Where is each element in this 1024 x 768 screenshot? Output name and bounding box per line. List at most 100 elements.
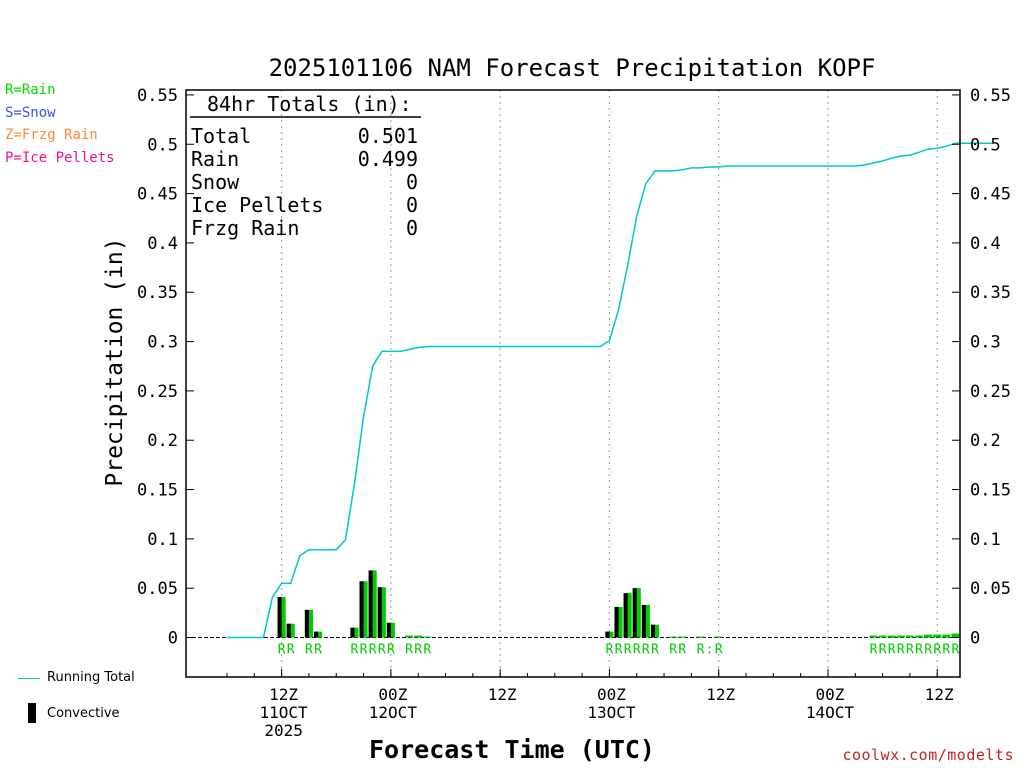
ptype-label: R — [669, 643, 677, 658]
running-total-legend-label: Running Total — [47, 670, 135, 685]
x-tick-label: 12OCT — [369, 703, 418, 722]
ptype-label: R — [879, 643, 887, 658]
totals-row-value: 0 — [406, 193, 418, 217]
legend-rain: R=Rain — [5, 82, 56, 98]
rain-bar — [405, 635, 414, 638]
rain-bar — [678, 636, 687, 638]
totals-row-value: 0.501 — [358, 124, 418, 148]
rain-bar — [942, 634, 951, 638]
rain-bar — [423, 636, 432, 638]
totals-row-value: 0.499 — [358, 147, 418, 171]
ptype-label: R — [870, 643, 878, 658]
rain-bar — [914, 635, 924, 638]
x-tick-label: 12Z — [269, 685, 298, 704]
ptype-label: R — [414, 643, 422, 658]
ptype-label: R — [906, 643, 914, 658]
x-tick-label: 2025 — [264, 721, 303, 740]
x-tick-label: 00Z — [378, 685, 407, 704]
y-tick-label-right: 0.5 — [970, 135, 1001, 155]
convective-bar — [377, 587, 382, 638]
plot-frame — [185, 89, 961, 678]
legend-snow: S=Snow — [5, 105, 56, 121]
ptype-label: R — [287, 643, 295, 658]
y-tick-label-left: 0.35 — [137, 283, 178, 303]
totals-row-value: 0 — [406, 170, 418, 194]
rain-bar — [714, 636, 723, 638]
grid-layer — [186, 90, 960, 677]
rain-bar — [414, 635, 423, 638]
rain-bar — [696, 636, 705, 638]
x-tick-label: 00Z — [597, 685, 626, 704]
x-tick-label: 12Z — [706, 685, 735, 704]
legend-frzg-rain: Z=Frzg Rain — [5, 127, 98, 143]
ptype-label: R — [405, 643, 413, 658]
totals-row-label: Rain — [191, 147, 239, 171]
legend-ice-pellets: P=Ice Pellets — [5, 150, 115, 166]
ptype-label: R — [678, 643, 686, 658]
y-tick-label-right: 0.4 — [970, 234, 1001, 254]
convective-bar — [368, 570, 373, 638]
y-tick-label-right: 0.1 — [970, 530, 1001, 550]
totals-row-label: Total — [191, 124, 251, 148]
x-axis-label: Forecast Time (UTC) — [369, 735, 655, 764]
ptype-label: R — [651, 643, 659, 658]
y-tick-label-left: 0.1 — [147, 530, 178, 550]
convective-bar — [605, 631, 610, 638]
y-tick-label-right: 0 — [970, 629, 980, 649]
axes-layer: 0.55 0.55 0.5 0.5 0.45 0.45 0.4 0.4 0.35 0.35 0.3 0… — [137, 86, 1011, 740]
ptype-label: R — [606, 643, 614, 658]
rain-bar — [951, 633, 960, 638]
rain-bar — [669, 636, 678, 638]
x-tick-label: 11OCT — [260, 703, 309, 722]
ptype-label: R — [314, 643, 322, 658]
ptype-label: R — [933, 643, 941, 658]
chart-title: 2025101106 NAM Forecast Precipitation KO… — [269, 54, 876, 82]
convective-bar — [277, 597, 282, 638]
y-tick-label-left: 0.3 — [147, 333, 178, 353]
ptype-label: R — [633, 643, 641, 658]
ptype-label: R — [278, 643, 286, 658]
ptype-label: R — [351, 643, 359, 658]
y-tick-label-left: 0 — [168, 629, 178, 649]
bars-layer — [277, 570, 960, 638]
x-tick-label: 13OCT — [587, 703, 636, 722]
y-tick-label-left: 0.2 — [147, 431, 178, 451]
ptype-label: : — [706, 643, 714, 658]
y-tick-label-right: 0.35 — [970, 283, 1011, 303]
ptype-label: R — [888, 643, 896, 658]
totals-row-label: Frzg Rain — [191, 216, 299, 240]
totals-row-value: 0 — [406, 216, 418, 240]
ptype-label: R — [697, 643, 705, 658]
rain-bar — [933, 634, 942, 638]
convective-legend-label: Convective — [47, 706, 120, 721]
x-tick-label: 12Z — [488, 685, 517, 704]
y-tick-label-right: 0.15 — [970, 481, 1011, 501]
convective-bar — [632, 588, 637, 638]
ptype-label: R — [915, 643, 923, 658]
watermark: coolwx.com/modelts — [842, 746, 1014, 764]
convective-swatch — [28, 703, 36, 723]
convective-bar — [614, 606, 619, 638]
ptype-label: R — [642, 643, 650, 658]
ptype-label: R — [715, 643, 723, 658]
convective-bar — [623, 593, 628, 638]
ptype-label: R — [305, 643, 313, 658]
convective-bar — [641, 604, 646, 638]
ptype-label: R — [378, 643, 386, 658]
totals-row-label: Ice Pellets — [191, 193, 323, 217]
ptype-label: R — [423, 643, 431, 658]
convective-bar — [386, 622, 391, 638]
y-tick-label-left: 0.55 — [137, 86, 178, 106]
y-tick-label-left: 0.45 — [137, 185, 178, 205]
y-tick-label-left: 0.05 — [137, 579, 178, 599]
rain-bar — [887, 635, 896, 638]
totals-box: 84hr Totals (in): Total 0.501 Rain 0.499 Sno… — [190, 92, 421, 240]
y-tick-label-right: 0.2 — [970, 431, 1001, 451]
totals-rows: Total 0.501 Rain 0.499 Snow 0 Ice Pellets 0 Frzg… — [191, 124, 418, 240]
rain-bar — [869, 635, 878, 638]
rain-bar — [878, 635, 887, 638]
ptype-label: R — [942, 643, 950, 658]
rain-bar — [924, 634, 933, 638]
ptype-label: R — [387, 643, 395, 658]
y-tick-label-right: 0.45 — [970, 185, 1011, 205]
